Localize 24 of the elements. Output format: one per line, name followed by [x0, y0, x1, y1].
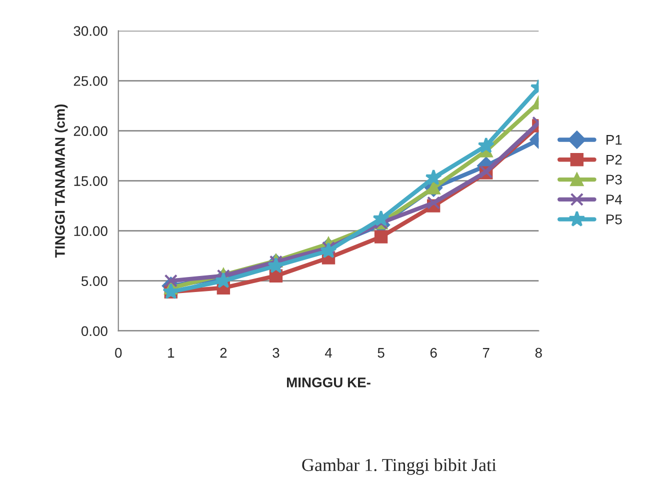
x-tick-label: 1 — [168, 348, 174, 358]
legend-label: P2 — [606, 154, 622, 165]
y-tick-label: 20.00 — [74, 126, 108, 136]
legend-label: P4 — [606, 194, 622, 204]
y-axis-title: TINGGI TANAMAN (cm) — [54, 104, 68, 258]
legend-label: P5 — [606, 214, 622, 224]
y-tick-label: 0.00 — [81, 326, 108, 336]
x-tick-label: 0 — [115, 348, 122, 358]
legend-label: P1 — [606, 135, 622, 145]
y-tick-label: 15.00 — [74, 176, 108, 186]
x-tick-label: 2 — [220, 348, 227, 358]
y-tick-label: 10.00 — [74, 226, 108, 236]
y-tick-label: 5.00 — [81, 276, 108, 286]
x-tick-label: 3 — [272, 348, 280, 358]
x-tick-label: 6 — [430, 348, 437, 358]
legend-label: P3 — [606, 174, 622, 185]
y-tick-label: 30.00 — [74, 26, 108, 36]
x-tick-label: 8 — [535, 348, 542, 358]
x-axis-title: MINGGU KE- — [287, 378, 370, 388]
text: Gambar 1. Tinggi bibit Jati — [302, 458, 496, 475]
y-tick-label: 25.00 — [74, 76, 108, 86]
x-tick-label: 7 — [482, 348, 490, 358]
x-tick-label: 4 — [324, 348, 332, 358]
x-tick-label: 5 — [378, 348, 384, 358]
